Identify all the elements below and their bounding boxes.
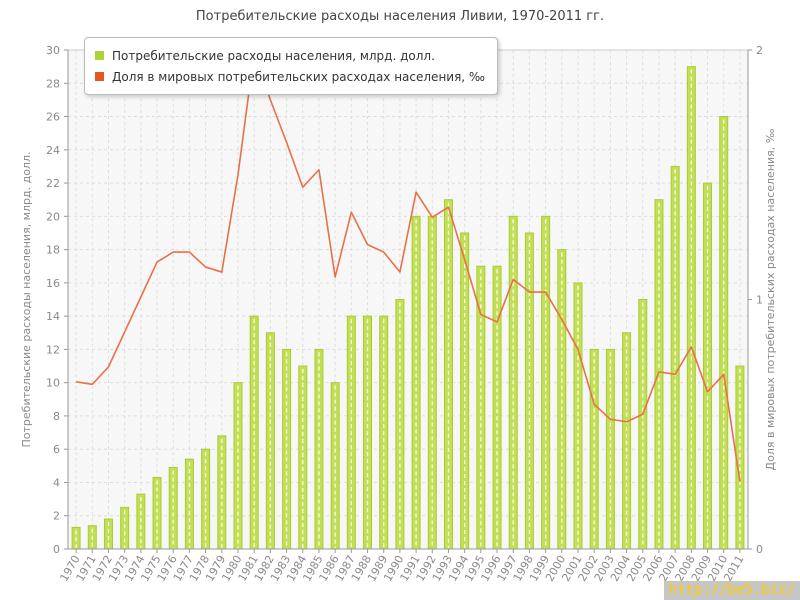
svg-text:8: 8 — [53, 410, 60, 423]
legend-line-swatch-icon — [95, 72, 104, 81]
legend: Потребительские расходы населения, млрд.… — [84, 37, 499, 95]
svg-text:2: 2 — [756, 44, 763, 57]
bar-1978 — [201, 448, 211, 550]
plot-background — [68, 50, 748, 549]
svg-text:2: 2 — [53, 510, 60, 523]
bars-series — [71, 66, 745, 550]
svg-text:20: 20 — [46, 210, 60, 223]
legend-item-line: Доля в мировых потребительских расходах … — [95, 66, 485, 87]
svg-text:22: 22 — [46, 177, 60, 190]
svg-text:0: 0 — [756, 543, 763, 556]
bar-2000 — [557, 249, 567, 550]
svg-text:26: 26 — [46, 111, 60, 124]
chart-title: Потребительские расходы населения Ливии,… — [195, 9, 605, 24]
share-line — [75, 51, 741, 482]
svg-text:10: 10 — [46, 377, 60, 390]
legend-item-bars: Потребительские расходы населения, млрд.… — [95, 45, 485, 66]
bar-2002 — [589, 348, 599, 550]
svg-text:18: 18 — [46, 244, 60, 257]
bar-1983 — [282, 348, 292, 550]
bar-1985 — [314, 348, 324, 550]
bar-1995 — [476, 265, 486, 550]
svg-text:0: 0 — [53, 543, 60, 556]
legend-bar-label: Потребительские расходы населения, млрд.… — [112, 48, 435, 63]
svg-text:4: 4 — [53, 476, 60, 489]
svg-text:12: 12 — [46, 343, 60, 356]
left-axis-title: Потребительские расходы населения, млрд.… — [20, 152, 33, 448]
svg-text:30: 30 — [46, 44, 60, 57]
axes — [64, 49, 752, 553]
legend-line-label: Доля в мировых потребительских расходах … — [112, 69, 486, 84]
bar-2003 — [605, 348, 615, 550]
svg-text:16: 16 — [46, 277, 60, 290]
axis-labels: 0246810121416182022242628300121970197119… — [20, 44, 777, 584]
right-axis-title: Доля в мировых потребительских расходах … — [764, 128, 777, 470]
svg-text:28: 28 — [46, 77, 60, 90]
svg-text:6: 6 — [53, 443, 60, 456]
svg-text:1: 1 — [756, 294, 763, 307]
bar-1996 — [492, 265, 502, 550]
svg-text:24: 24 — [46, 144, 60, 157]
watermark-link[interactable]: http://be5.biz/ — [663, 581, 800, 600]
legend-bar-swatch-icon — [95, 51, 104, 60]
svg-text:14: 14 — [46, 310, 60, 323]
